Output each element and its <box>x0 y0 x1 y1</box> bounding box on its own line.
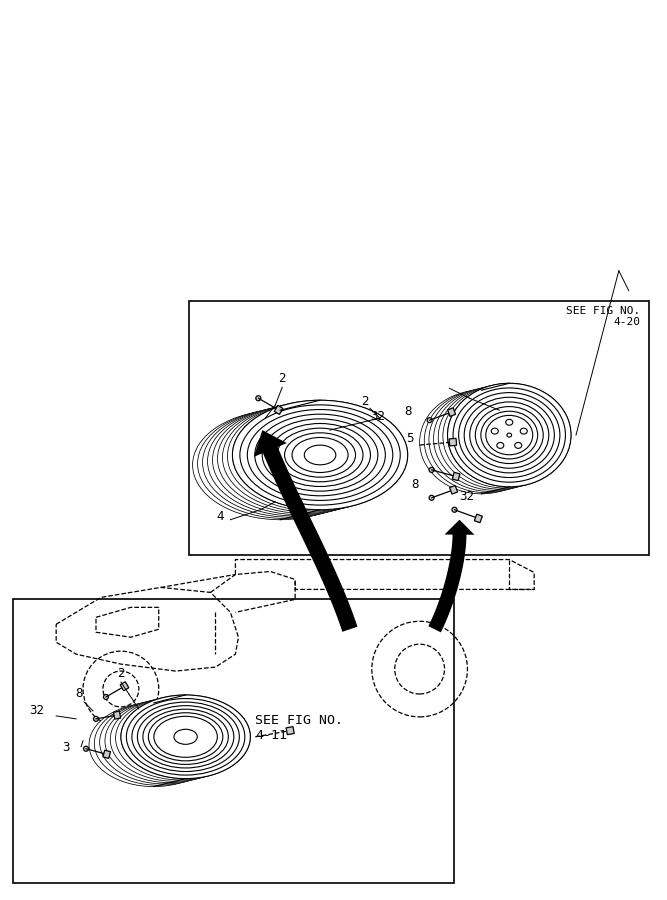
Ellipse shape <box>497 443 504 448</box>
Ellipse shape <box>292 437 348 472</box>
Ellipse shape <box>470 402 549 468</box>
Ellipse shape <box>486 416 533 454</box>
Text: 8: 8 <box>411 478 418 491</box>
Text: SEE FIG NO.
4-20: SEE FIG NO. 4-20 <box>566 306 641 328</box>
Text: 32: 32 <box>460 490 474 503</box>
Ellipse shape <box>452 508 457 512</box>
Ellipse shape <box>429 467 434 472</box>
Ellipse shape <box>424 389 548 492</box>
Ellipse shape <box>520 428 528 434</box>
Ellipse shape <box>448 383 571 487</box>
Ellipse shape <box>304 446 336 464</box>
Ellipse shape <box>103 671 139 706</box>
Ellipse shape <box>420 391 543 494</box>
Ellipse shape <box>137 706 234 768</box>
Ellipse shape <box>193 410 368 519</box>
Ellipse shape <box>154 716 217 757</box>
Ellipse shape <box>262 418 378 491</box>
Ellipse shape <box>453 388 566 482</box>
Polygon shape <box>274 405 283 414</box>
Ellipse shape <box>132 702 239 771</box>
Bar <box>13 599 454 883</box>
Ellipse shape <box>105 699 234 783</box>
Ellipse shape <box>429 495 434 500</box>
Ellipse shape <box>115 697 245 780</box>
Text: 2: 2 <box>361 395 369 409</box>
Text: 8: 8 <box>404 405 412 418</box>
Ellipse shape <box>110 698 239 781</box>
Ellipse shape <box>515 443 522 448</box>
Ellipse shape <box>443 384 566 488</box>
Text: SEE FIG NO.
4-11: SEE FIG NO. 4-11 <box>255 714 344 742</box>
Ellipse shape <box>227 401 403 511</box>
Text: 2: 2 <box>117 667 125 680</box>
Ellipse shape <box>103 695 109 699</box>
Ellipse shape <box>93 716 99 722</box>
Ellipse shape <box>143 709 228 764</box>
Ellipse shape <box>372 621 468 717</box>
Ellipse shape <box>197 409 373 518</box>
Text: 5: 5 <box>406 432 414 445</box>
Ellipse shape <box>395 644 444 694</box>
Polygon shape <box>113 711 121 719</box>
Ellipse shape <box>506 419 513 425</box>
Ellipse shape <box>99 700 229 784</box>
Polygon shape <box>450 485 458 494</box>
Ellipse shape <box>207 407 383 516</box>
Text: 2: 2 <box>278 373 286 385</box>
Ellipse shape <box>481 411 538 459</box>
Polygon shape <box>120 681 129 691</box>
Ellipse shape <box>269 424 370 487</box>
Ellipse shape <box>89 703 219 787</box>
Ellipse shape <box>285 433 356 477</box>
Ellipse shape <box>121 695 250 778</box>
Polygon shape <box>452 472 460 481</box>
Ellipse shape <box>459 392 560 478</box>
Polygon shape <box>449 438 457 446</box>
Ellipse shape <box>434 387 557 491</box>
Ellipse shape <box>429 388 552 491</box>
Ellipse shape <box>217 404 393 514</box>
Ellipse shape <box>255 414 386 496</box>
Polygon shape <box>286 726 294 734</box>
Ellipse shape <box>464 397 554 472</box>
Ellipse shape <box>507 433 512 437</box>
Bar <box>189 301 649 554</box>
Ellipse shape <box>277 428 363 482</box>
Ellipse shape <box>83 652 159 727</box>
Text: 4: 4 <box>217 509 224 523</box>
Ellipse shape <box>256 396 261 400</box>
Text: 8: 8 <box>75 687 83 700</box>
Ellipse shape <box>232 400 408 509</box>
Ellipse shape <box>121 695 250 778</box>
Polygon shape <box>428 519 474 633</box>
Ellipse shape <box>203 408 378 518</box>
Ellipse shape <box>476 407 543 464</box>
Ellipse shape <box>83 746 89 751</box>
Ellipse shape <box>148 713 223 760</box>
Ellipse shape <box>126 698 245 775</box>
Text: 32: 32 <box>370 410 385 423</box>
Ellipse shape <box>223 402 398 512</box>
Ellipse shape <box>448 383 571 487</box>
Ellipse shape <box>240 405 400 505</box>
Text: 3: 3 <box>63 741 70 753</box>
Ellipse shape <box>232 400 408 509</box>
Ellipse shape <box>213 405 388 515</box>
Text: 32: 32 <box>29 704 44 717</box>
Polygon shape <box>253 430 358 632</box>
Polygon shape <box>448 408 456 417</box>
Polygon shape <box>103 751 111 759</box>
Ellipse shape <box>438 385 562 490</box>
Ellipse shape <box>174 729 197 744</box>
Ellipse shape <box>247 410 393 500</box>
Ellipse shape <box>491 428 498 434</box>
Polygon shape <box>474 514 482 523</box>
Ellipse shape <box>427 418 432 423</box>
Ellipse shape <box>94 702 224 786</box>
